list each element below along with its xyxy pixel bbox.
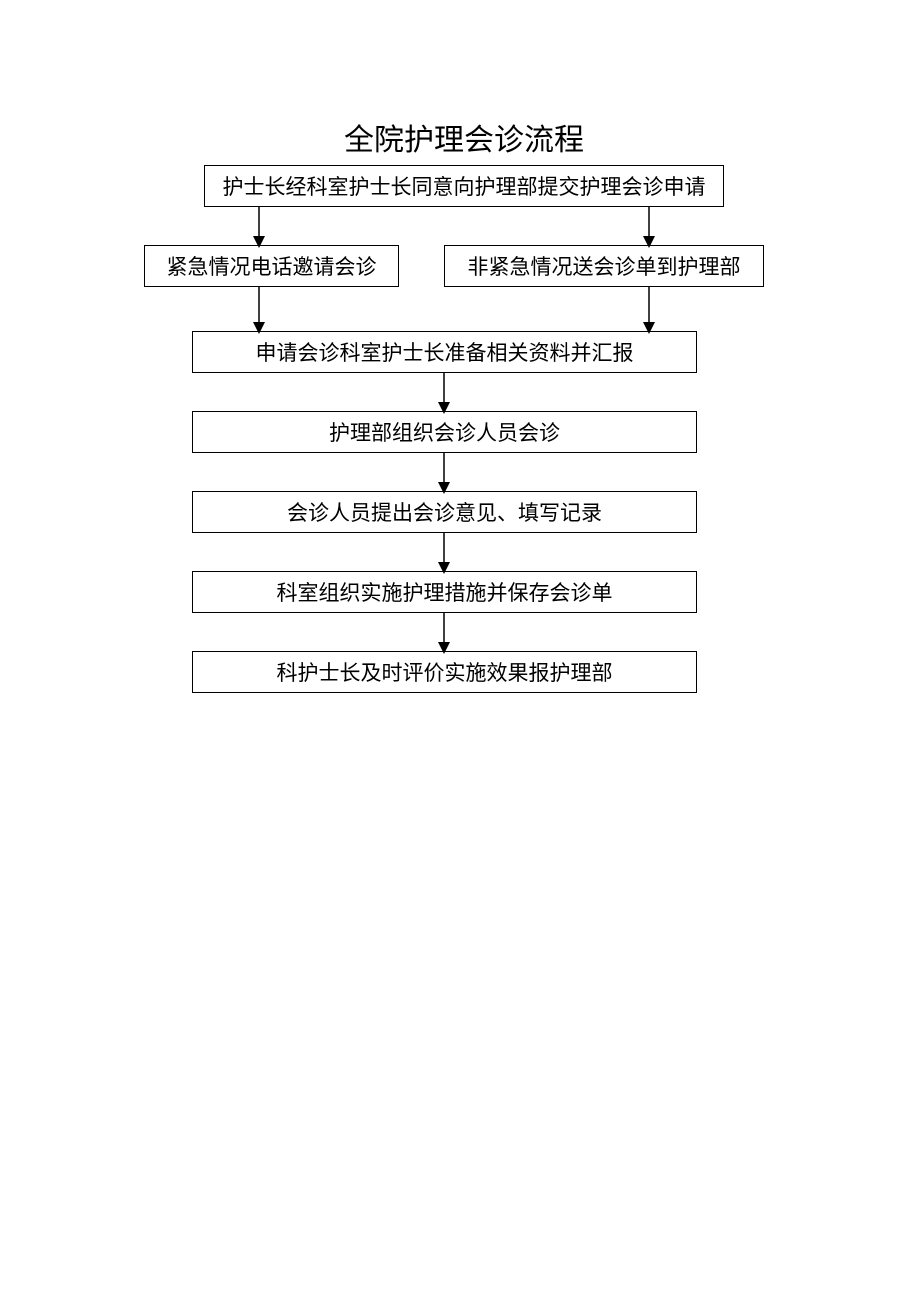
flowchart-container: 全院护理会诊流程 护士长经科室护士长同意向护理部提交护理会诊申请 紧急情况电话邀… — [144, 115, 784, 171]
flowchart-node-6: 会诊人员提出会诊意见、填写记录 — [192, 491, 697, 533]
flowchart-node-8: 科护士长及时评价实施效果报护理部 — [192, 651, 697, 693]
flowchart-node-7: 科室组织实施护理措施并保存会诊单 — [192, 571, 697, 613]
flowchart-node-5: 护理部组织会诊人员会诊 — [192, 411, 697, 453]
flowchart-node-4: 申请会诊科室护士长准备相关资料并汇报 — [192, 331, 697, 373]
flowchart-node-1: 护士长经科室护士长同意向护理部提交护理会诊申请 — [204, 165, 724, 207]
flowchart-node-2: 紧急情况电话邀请会诊 — [144, 245, 399, 287]
flowchart-arrows — [144, 115, 784, 815]
flowchart-title: 全院护理会诊流程 — [144, 115, 784, 159]
flowchart-node-3: 非紧急情况送会诊单到护理部 — [444, 245, 764, 287]
